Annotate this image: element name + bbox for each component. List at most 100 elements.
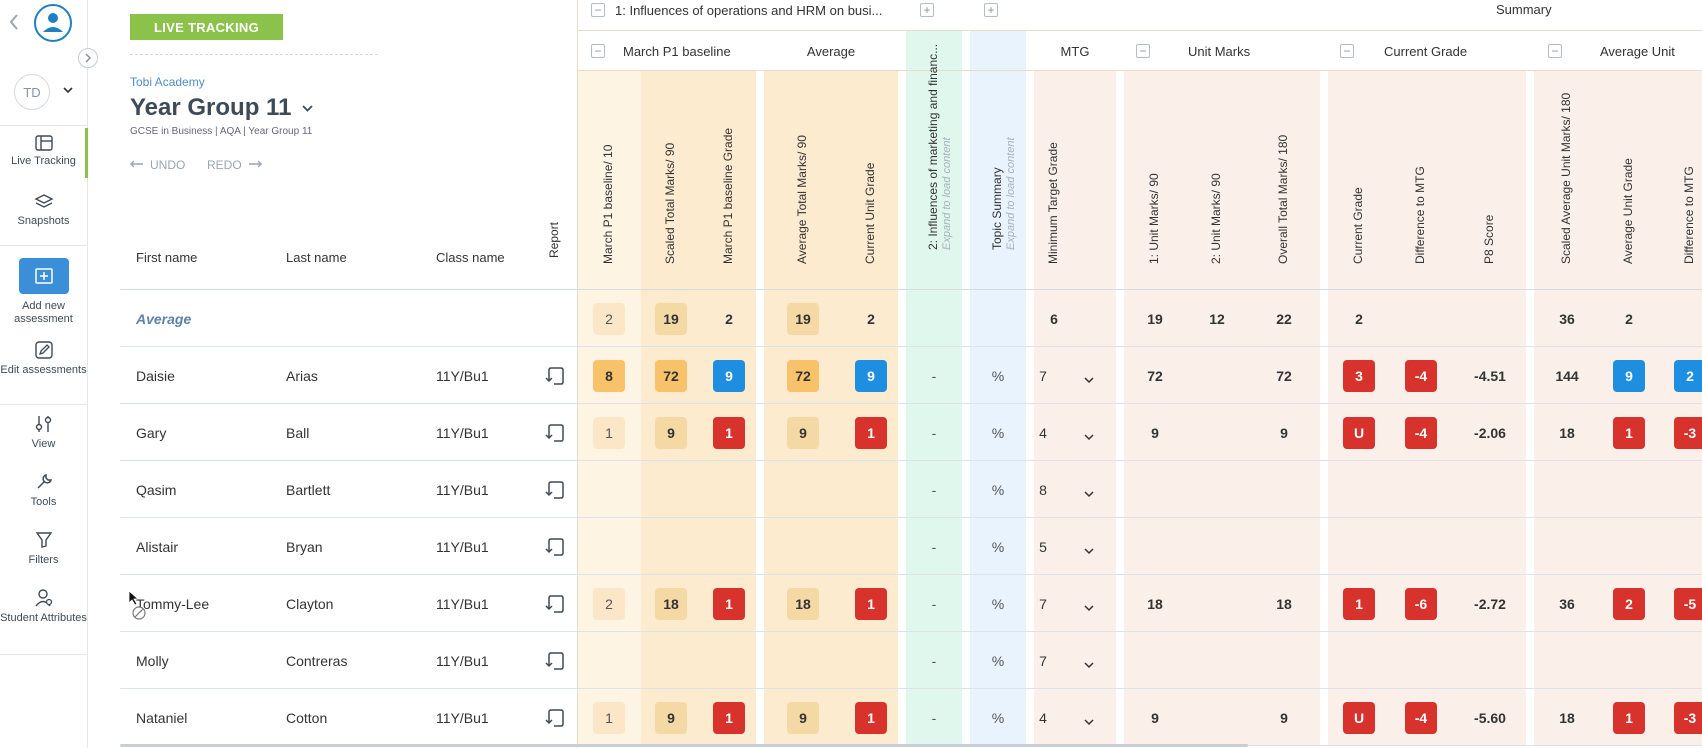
cell-c4[interactable]: 18 (783, 575, 823, 632)
cell-c1[interactable]: 2 (589, 575, 629, 632)
column-header-c9[interactable]: 1: Unit Marks/ 90 (1141, 74, 1169, 284)
header-first-name[interactable]: First name (136, 250, 198, 265)
cell-c16[interactable] (1609, 632, 1649, 689)
report-icon[interactable] (540, 518, 570, 575)
cell-c17[interactable]: -3 (1670, 404, 1702, 461)
cell-c17[interactable] (1670, 632, 1702, 689)
cell-c9[interactable] (1135, 518, 1175, 575)
column-header-c15[interactable]: Scaled Average Unit Marks/ 180 (1553, 74, 1581, 284)
cell-c6[interactable] (914, 290, 954, 347)
cell-c11[interactable]: 72 (1264, 347, 1304, 404)
cell-c3[interactable] (709, 518, 749, 575)
mtg-dropdown-icon[interactable] (1084, 656, 1094, 672)
column-header-c6[interactable]: 2: Influences of marketing and financ...… (920, 44, 953, 284)
cell-c8[interactable]: 4 (1034, 689, 1094, 746)
column-header-c10[interactable]: 2: Unit Marks/ 90 (1203, 74, 1231, 284)
cell-c16[interactable]: 2 (1609, 575, 1649, 632)
mtg-dropdown-icon[interactable] (1084, 485, 1094, 501)
cell-c12[interactable] (1339, 518, 1379, 575)
cell-c13[interactable] (1401, 632, 1441, 689)
mtg-dropdown-icon[interactable] (1084, 542, 1094, 558)
sidebar-item-add-new-assessment[interactable]: Add new assessment (0, 258, 87, 328)
cell-c5[interactable] (851, 461, 891, 518)
cell-c7[interactable]: % (978, 461, 1018, 518)
cell-c12[interactable] (1339, 461, 1379, 518)
cell-c9[interactable]: 18 (1135, 575, 1175, 632)
cell-c12[interactable]: 3 (1339, 347, 1379, 404)
cell-c12[interactable]: U (1339, 689, 1379, 746)
column-header-c16[interactable]: Average Unit Grade (1615, 74, 1643, 284)
avatar[interactable]: TD (14, 74, 50, 110)
cell-c8[interactable]: 8 (1034, 461, 1094, 518)
cell-c11[interactable]: 18 (1264, 575, 1304, 632)
report-icon[interactable] (540, 347, 570, 404)
cell-c6[interactable]: - (914, 347, 954, 404)
cell-c2[interactable]: 19 (651, 290, 691, 347)
report-icon[interactable] (540, 461, 570, 518)
header-class-name[interactable]: Class name (436, 250, 505, 265)
cell-c1[interactable] (589, 632, 629, 689)
topic-1-group[interactable]: − 1: Influences of operations and HRM on… (591, 0, 882, 20)
cell-c1[interactable]: 1 (589, 404, 629, 461)
cell-c13[interactable]: -4 (1401, 689, 1441, 746)
cell-c17[interactable]: 2 (1670, 347, 1702, 404)
cell-c3[interactable] (709, 632, 749, 689)
column-header-c8[interactable]: Minimum Target Grade (1040, 74, 1068, 284)
cell-c8[interactable]: 4 (1034, 404, 1094, 461)
table-row[interactable]: Qasim Bartlett 11Y/Bu1 -% 8 (120, 461, 1702, 518)
cell-c13[interactable]: -6 (1401, 575, 1441, 632)
cell-c2[interactable] (651, 632, 691, 689)
cell-c9[interactable] (1135, 632, 1175, 689)
cell-c1[interactable]: 1 (589, 689, 629, 746)
collapse-icon[interactable]: − (1548, 44, 1562, 58)
column-header-c3[interactable]: March P1 baseline Grade (715, 74, 743, 284)
cell-c13[interactable]: -4 (1401, 347, 1441, 404)
cell-c14[interactable] (1470, 632, 1510, 689)
cell-c7[interactable]: % (978, 575, 1018, 632)
sidebar-item-filters[interactable]: Filters (0, 530, 87, 580)
cell-c11[interactable]: 9 (1264, 404, 1304, 461)
cell-c2[interactable]: 72 (651, 347, 691, 404)
cell-c16[interactable] (1609, 461, 1649, 518)
cell-c11[interactable] (1264, 632, 1304, 689)
expand-sidebar-icon[interactable] (78, 48, 98, 68)
cell-c9[interactable]: 9 (1135, 689, 1175, 746)
cell-c14[interactable] (1470, 518, 1510, 575)
cell-c6[interactable]: - (914, 632, 954, 689)
chevron-down-icon[interactable] (300, 102, 314, 114)
sidebar-item-snapshots[interactable]: Snapshots (0, 186, 87, 236)
cell-c11[interactable] (1264, 461, 1304, 518)
cell-c4[interactable]: 9 (783, 689, 823, 746)
cell-c12[interactable]: 2 (1339, 290, 1379, 347)
cell-c9[interactable] (1135, 461, 1175, 518)
collapse-icon[interactable]: − (1136, 44, 1150, 58)
cell-c9[interactable]: 19 (1135, 290, 1175, 347)
cell-c17[interactable] (1670, 461, 1702, 518)
cell-c15[interactable]: 144 (1547, 347, 1587, 404)
mtg-dropdown-icon[interactable] (1084, 713, 1094, 729)
cell-c3[interactable]: 2 (709, 290, 749, 347)
cell-c11[interactable] (1264, 518, 1304, 575)
table-row[interactable]: Tommy-Lee Clayton 11Y/Bu1 2 18 1 18 1 -% 7 18 18 1 -6… (120, 575, 1702, 632)
table-row[interactable]: Alistair Bryan 11Y/Bu1 -% 5 (120, 518, 1702, 575)
cell-c6[interactable]: - (914, 518, 954, 575)
cell-c15[interactable]: 18 (1547, 404, 1587, 461)
cell-c11[interactable]: 22 (1264, 290, 1304, 347)
cell-c8[interactable]: 7 (1034, 347, 1094, 404)
cell-c14[interactable] (1470, 461, 1510, 518)
cell-c3[interactable]: 1 (709, 404, 749, 461)
cell-c6[interactable]: - (914, 689, 954, 746)
cell-c12[interactable] (1339, 632, 1379, 689)
cell-c2[interactable]: 18 (651, 575, 691, 632)
column-header-c7[interactable]: Topic Summary Expand to load content (984, 74, 1017, 284)
cell-c10[interactable] (1197, 689, 1237, 746)
cell-c1[interactable] (589, 461, 629, 518)
cell-c14[interactable]: -2.72 (1470, 575, 1510, 632)
cell-c16[interactable]: 9 (1609, 347, 1649, 404)
column-header-c4[interactable]: Average Total Marks/ 90 (789, 74, 817, 284)
mtg-dropdown-icon[interactable] (1084, 599, 1094, 615)
table-row[interactable]: Daisie Arias 11Y/Bu1 8 72 9 72 9 -% 7 72 72 3 -4 -4.51… (120, 347, 1702, 404)
column-header-c12[interactable]: Current Grade (1345, 74, 1373, 284)
cell-c4[interactable] (783, 632, 823, 689)
sidebar-item-tools[interactable]: Tools (0, 472, 87, 522)
